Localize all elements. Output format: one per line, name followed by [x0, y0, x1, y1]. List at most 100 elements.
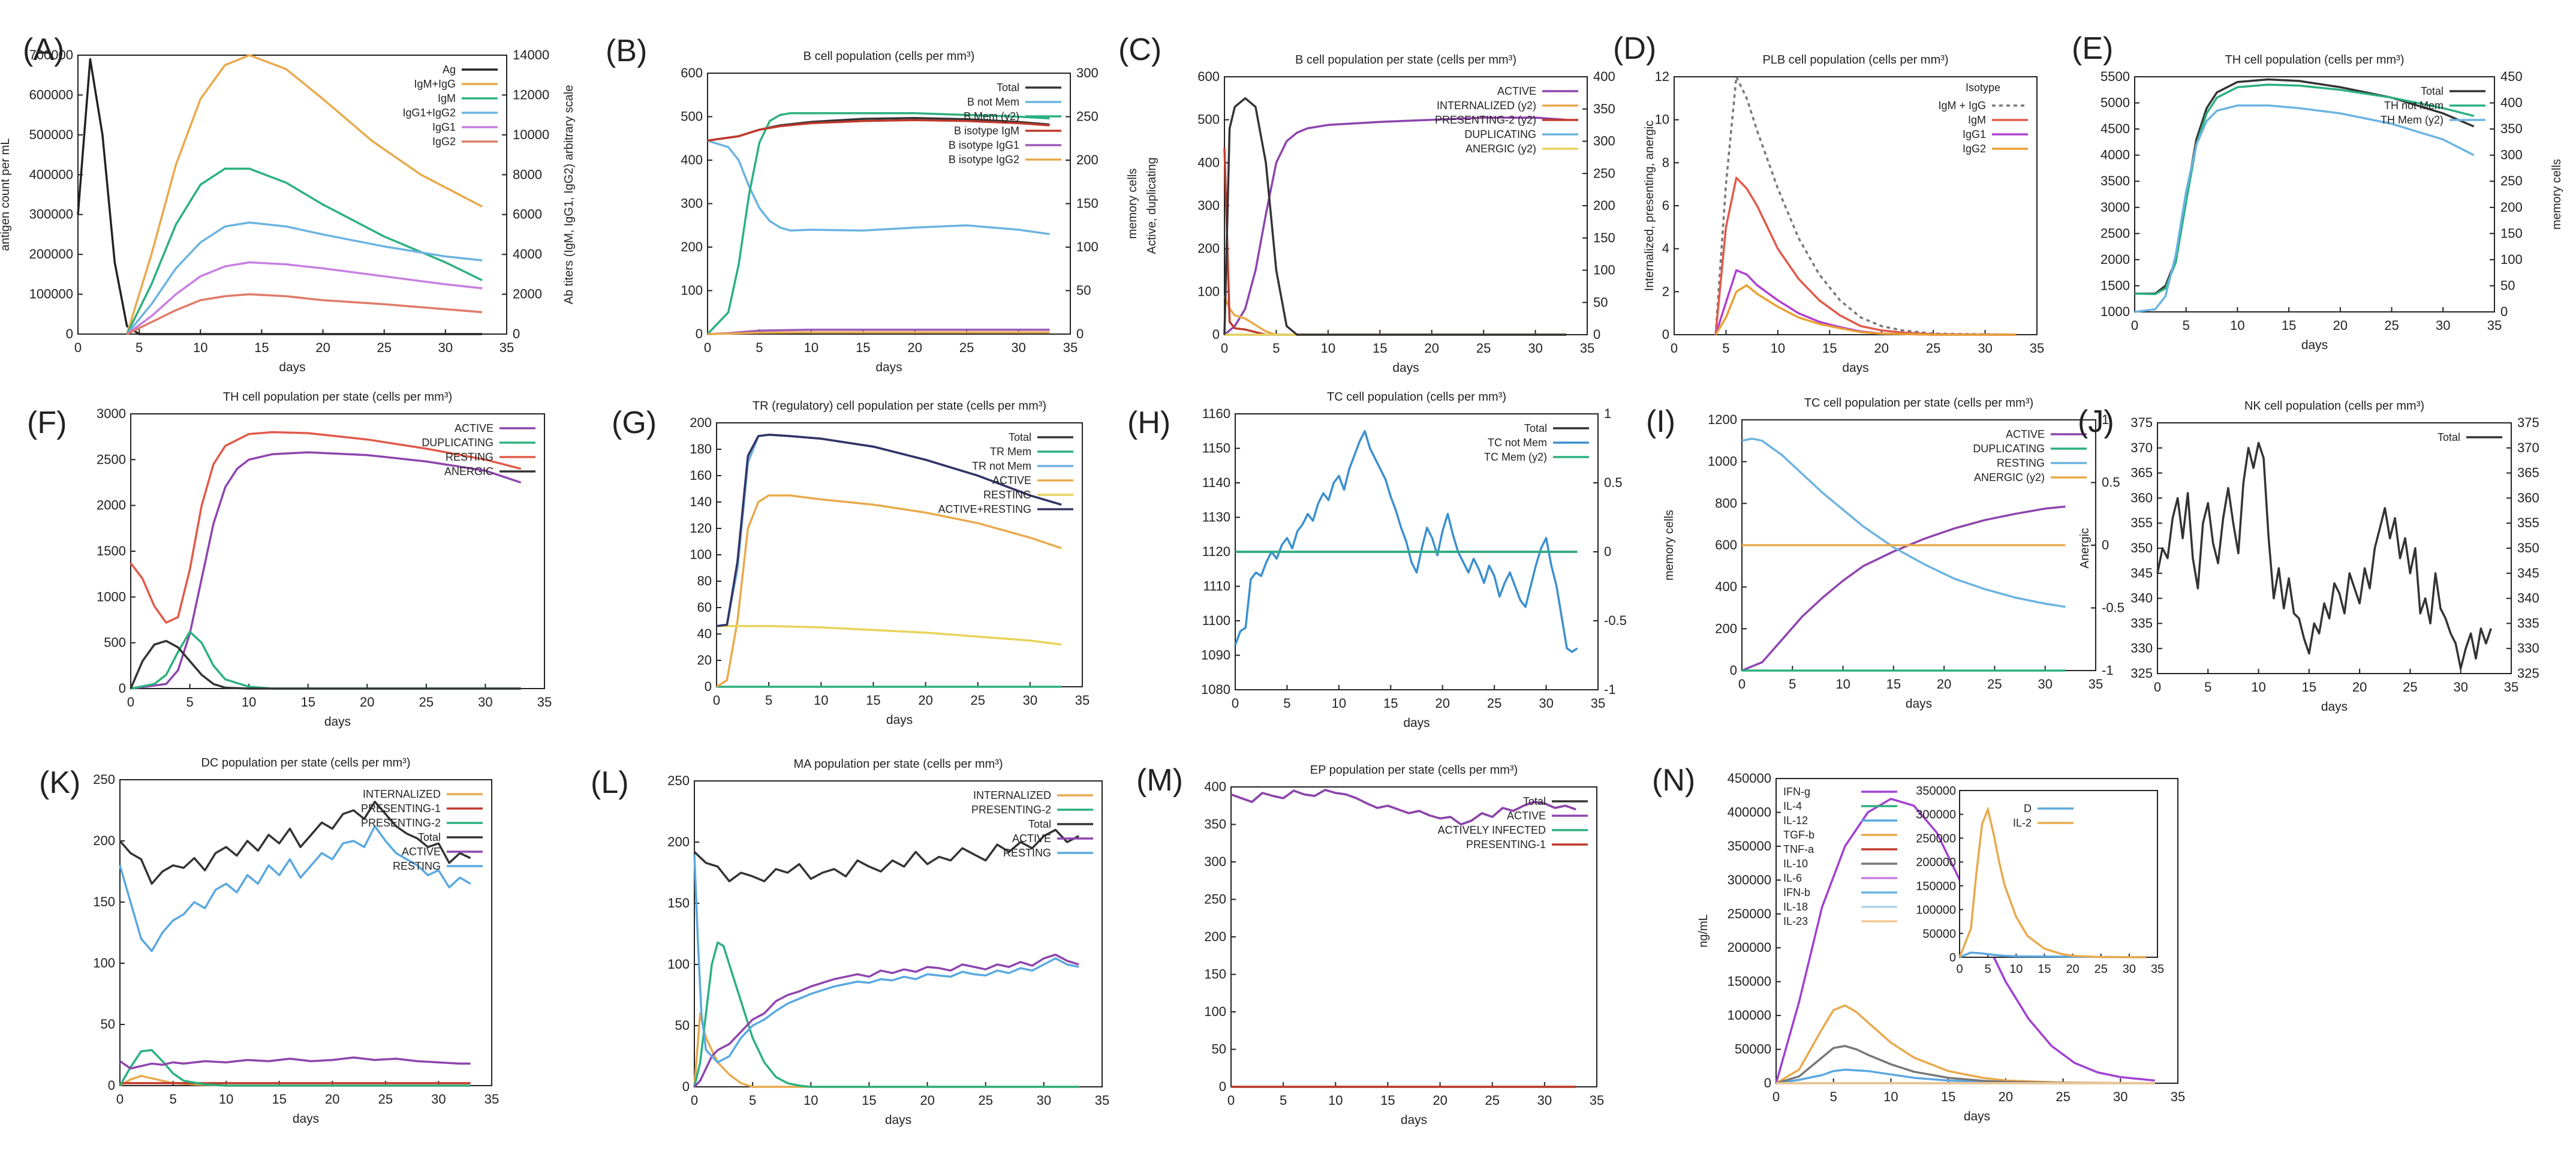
y2-tick-label: 350: [2517, 540, 2539, 555]
y-axis-label: Active, duplicating: [1145, 157, 1158, 254]
x-tick-label: 15: [272, 1092, 286, 1107]
y-tick-label: 300: [1197, 198, 1220, 213]
inset-x-tick-label: 35: [2151, 963, 2164, 976]
y-tick-label: 150: [1204, 967, 1226, 982]
inset-x-tick-label: 0: [1956, 963, 1963, 976]
x-axis-label: days: [2321, 700, 2348, 714]
x-tick-label: 5: [1722, 341, 1729, 356]
y-tick-label: 200: [1715, 621, 1737, 636]
legend-label: TGF-b: [1783, 829, 1814, 841]
x-axis-label: days: [2301, 338, 2328, 352]
inset-x-tick-label: 10: [2009, 963, 2023, 976]
y-tick-label: 400: [681, 152, 703, 167]
y2-tick-label: 150: [1076, 196, 1099, 211]
x-tick-label: 0: [704, 340, 711, 355]
y-tick-label: 400: [1197, 155, 1220, 170]
x-tick-label: 20: [2352, 680, 2367, 695]
y2-tick-label: 0.5: [1604, 475, 1623, 490]
panel-label: (F): [27, 405, 67, 440]
panel-label: (E): [2072, 31, 2113, 66]
series-line-5: [126, 261, 483, 335]
y-tick-label: 300000: [29, 207, 73, 222]
y-tick-label: 200: [681, 239, 703, 254]
legend-label: B isotype IgG2: [949, 154, 1019, 166]
y-tick-label: 360: [2130, 490, 2153, 505]
chart-panel-7: (G) TR (regulatory) cell population per s…: [612, 399, 1090, 727]
series-line-6: [1223, 97, 1567, 336]
series-line-4: [130, 639, 521, 690]
y-tick-label: 250000: [1728, 906, 1771, 921]
x-tick-label: 25: [2056, 1089, 2070, 1104]
y2-tick-label: 345: [2517, 566, 2539, 581]
legend-label: IgM+IgG: [414, 78, 456, 90]
y-tick-label: 500: [104, 635, 126, 650]
x-tick-label: 25: [2384, 318, 2399, 333]
legend-label: Total: [1523, 795, 1546, 807]
y2-tick-label: 250: [1076, 109, 1099, 124]
legend-label: RESTING: [393, 860, 441, 872]
y2-tick-label: 300: [1076, 65, 1099, 80]
chart-title: PLB cell population (cells per mm³): [1762, 53, 1948, 67]
y-tick-label: 600: [1197, 69, 1220, 84]
y2-tick-label: 350: [1593, 101, 1615, 116]
x-tick-label: 20: [315, 340, 330, 355]
x-tick-label: 10: [242, 695, 256, 710]
y-tick-label: 200000: [29, 247, 73, 262]
chart-panel-9: (I) TC cell population per state (cells p…: [1646, 396, 2124, 711]
x-axis-label: days: [1403, 716, 1430, 730]
legend-label: RESTING: [1997, 457, 2045, 469]
chart-title: TC cell population (cells per mm³): [1327, 390, 1506, 404]
y-tick-label: 300000: [1728, 872, 1771, 887]
inset-y-tick-label: 350000: [1916, 785, 1956, 798]
y2-tick-label: 200: [1076, 152, 1099, 167]
legend-label: TR not Mem: [972, 460, 1031, 472]
x-tick-label: 10: [1835, 677, 1850, 692]
x-axis-label: days: [324, 715, 351, 729]
legend-label: IFN-g: [1783, 786, 1810, 798]
x-tick-label: 0: [713, 693, 720, 708]
y2-axis-label: Ab titers (IgM, IgG1, IgG2) arbitrary sc…: [562, 85, 576, 305]
series-line-1: [2156, 441, 2492, 670]
series-line-6: [1775, 1045, 2155, 1084]
x-tick-label: 0: [1738, 677, 1746, 692]
y-tick-label: 1110: [1203, 579, 1230, 594]
x-tick-label: 5: [1283, 696, 1290, 711]
y-tick-label: 0: [1212, 327, 1220, 342]
y2-tick-label: -1: [1604, 682, 1616, 697]
y2-tick-label: 100: [2500, 252, 2523, 267]
y-tick-label: 0: [1662, 327, 1669, 342]
legend-label: IgG2: [1963, 143, 1986, 155]
x-tick-label: 10: [804, 340, 818, 355]
legend-label: PRESENTING-1: [1466, 839, 1546, 851]
y2-tick-label: 6000: [513, 207, 542, 222]
y-tick-label: 10: [1655, 112, 1669, 127]
x-tick-label: 5: [765, 693, 772, 708]
inset-x-tick-label: 20: [2066, 963, 2079, 976]
panel-label: (C): [1118, 32, 1161, 67]
legend-label: Total: [1028, 818, 1051, 830]
inset-series-line-1: [1959, 951, 2147, 958]
y-tick-label: 3500: [2100, 173, 2130, 188]
y-tick-label: 2: [1662, 284, 1669, 299]
x-tick-label: 20: [2333, 318, 2348, 333]
y-tick-label: 100: [681, 283, 703, 298]
y-tick-label: 150000: [1728, 974, 1771, 989]
y2-tick-label: 400: [2500, 95, 2523, 110]
x-tick-label: 35: [537, 695, 552, 710]
x-tick-label: 30: [438, 340, 453, 355]
inset-y-tick-label: 300000: [1916, 809, 1956, 822]
y-tick-label: 450000: [1728, 771, 1771, 786]
x-tick-label: 15: [862, 1093, 876, 1108]
x-tick-label: 5: [169, 1092, 176, 1107]
y-tick-label: 355: [2130, 515, 2153, 530]
y-tick-label: 180: [690, 441, 712, 456]
series-line-3: [2134, 104, 2475, 313]
x-tick-label: 15: [866, 693, 880, 708]
y-tick-label: 0: [682, 1079, 690, 1094]
y2-tick-label: 200: [1593, 198, 1615, 213]
legend-label: B Mem (y2): [964, 110, 1019, 122]
x-tick-label: 25: [377, 340, 391, 355]
x-tick-label: 30: [1023, 693, 1037, 708]
x-tick-label: 10: [1321, 341, 1335, 356]
x-axis-label: days: [1964, 1110, 1990, 1123]
